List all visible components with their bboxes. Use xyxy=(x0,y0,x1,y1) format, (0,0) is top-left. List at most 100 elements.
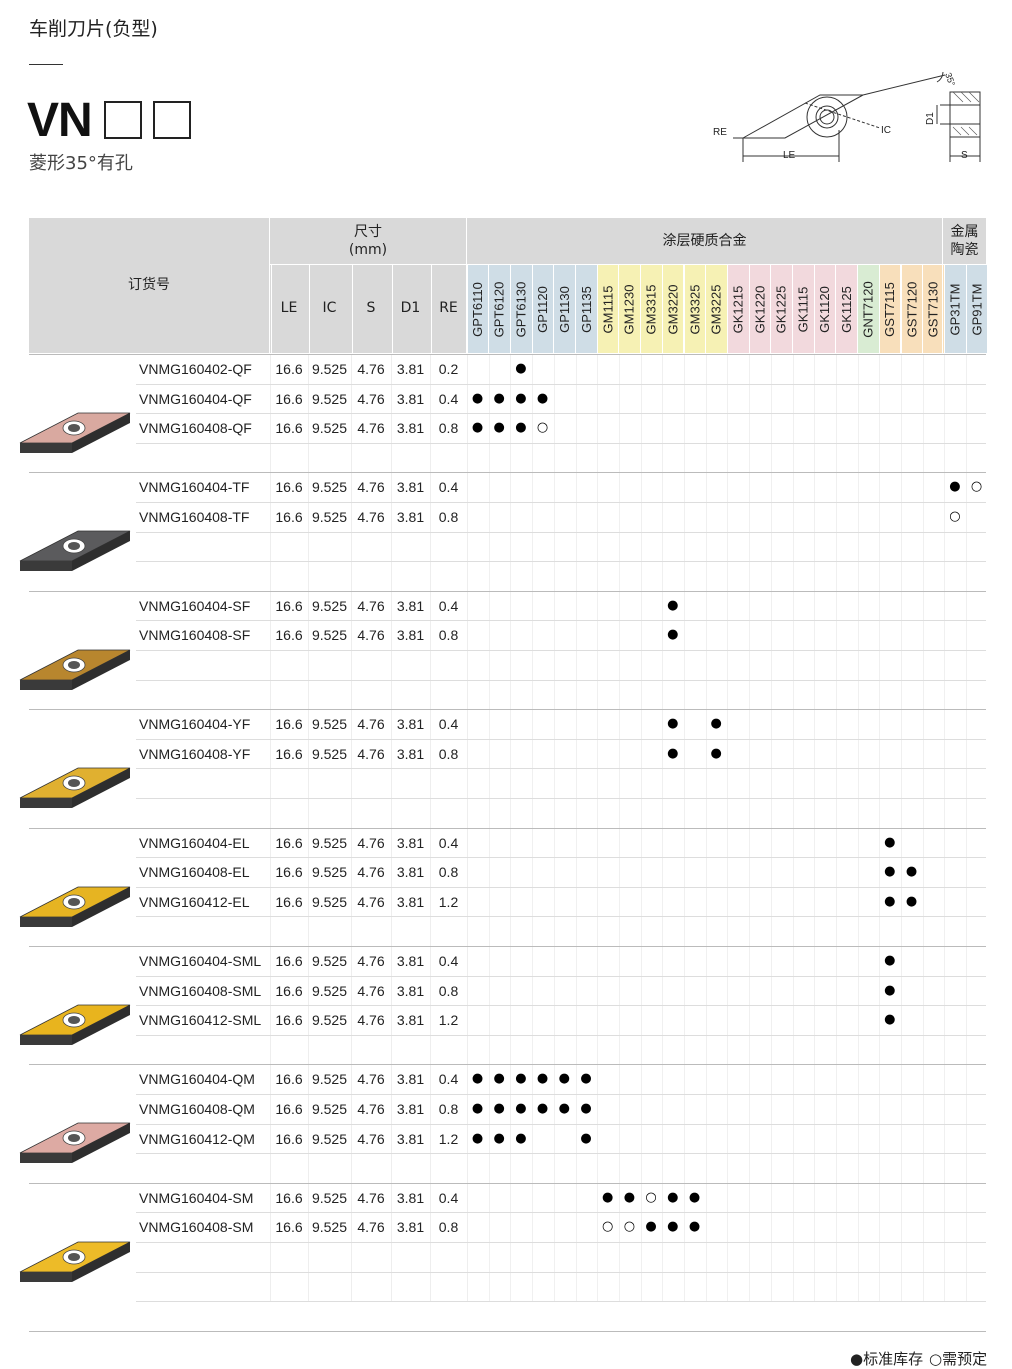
grade-rule-4-3-20 xyxy=(901,917,902,946)
stock-dot-icon: ● xyxy=(493,420,505,436)
grade-rule-0-0-5 xyxy=(575,355,577,384)
grade-label: GK1115 xyxy=(795,286,811,332)
grade-rule-3-0-7 xyxy=(618,710,620,739)
grade-rule-0-0-19 xyxy=(879,355,881,384)
grade-rule-0-2-20 xyxy=(901,414,902,443)
grade-rule-3-2-2 xyxy=(510,769,512,798)
grade-rule-2-0-19 xyxy=(879,591,881,621)
grade-rule-6-2-19 xyxy=(879,1124,881,1154)
col-rule-4-2-3 xyxy=(391,887,392,917)
grade-rule-7-0-10 xyxy=(684,1183,685,1213)
grade-rule-5-3-17 xyxy=(835,1035,837,1065)
grade-rule-7-2-5 xyxy=(575,1243,577,1272)
grade-rule-4-1-22 xyxy=(944,858,946,887)
grade-label: GPT6110 xyxy=(470,281,485,337)
grade-rule-1-2-13 xyxy=(749,532,751,562)
group-top-rule-5 xyxy=(29,946,986,947)
dim-re: 0.4 xyxy=(438,1189,459,1206)
grade-rule-0-2-2 xyxy=(510,414,512,443)
grade-rule-7-1-1 xyxy=(488,1213,490,1242)
grade-bg-gm3220 xyxy=(662,265,684,353)
grade-rule-1-2-16 xyxy=(814,532,816,562)
col-rule-6-0-2 xyxy=(351,1065,352,1094)
grade-rule-5-0-18 xyxy=(857,947,859,976)
order-circle-icon: ○ xyxy=(929,1350,943,1368)
grade-rule-2-1-3 xyxy=(532,621,534,650)
dim-le: 16.6 xyxy=(275,479,303,496)
grade-label: GPT6130 xyxy=(513,281,529,337)
col-rule-5-3-0 xyxy=(270,1035,271,1065)
grade-rule-6-0-3 xyxy=(532,1065,534,1094)
col-rule-6-0-4 xyxy=(430,1065,431,1094)
dim-d1: 3.81 xyxy=(396,509,425,525)
stock-dot-icon: ● xyxy=(688,1219,701,1235)
grade-rule-4-0-22 xyxy=(944,828,946,858)
grade-rule-0-2-21 xyxy=(922,414,924,443)
coated-header: 涂层硬质合金 xyxy=(662,233,747,249)
grade-rule-6-3-18 xyxy=(857,1154,859,1183)
grade-bg-gk1125 xyxy=(836,265,858,353)
dim-d1: 3.81 xyxy=(396,982,425,999)
grade-rule-0-1-11 xyxy=(705,384,707,414)
grade-rule-2-2-10 xyxy=(684,651,685,680)
grade-rule-1-0-12 xyxy=(727,473,729,502)
stock-dot-icon: ● xyxy=(558,1101,570,1116)
grade-rule-2-3-5 xyxy=(575,680,577,710)
grade-rule-2-0-17 xyxy=(835,591,837,621)
col-rule-2-1-0 xyxy=(270,621,271,650)
grade-rule-7-0-15 xyxy=(792,1183,794,1213)
grade-rule-4-3-23 xyxy=(966,917,968,946)
grade-rule-7-3-7 xyxy=(618,1272,620,1302)
dim-s: 4.76 xyxy=(357,982,385,999)
grade-rule-5-0-17 xyxy=(835,947,837,976)
col-rule-4-0-5 xyxy=(467,828,468,858)
grade-bg-gp1135 xyxy=(576,265,597,353)
grade-rule-7-3-4 xyxy=(553,1272,555,1302)
grade-rule-5-3-11 xyxy=(705,1035,707,1065)
grade-rule-0-0-12 xyxy=(727,355,729,384)
grade-rule-0-3-13 xyxy=(749,443,751,473)
grade-rule-5-2-6 xyxy=(597,1006,599,1035)
stock-dot-icon: ● xyxy=(471,1071,484,1087)
grade-rule-0-0-2 xyxy=(510,355,512,384)
grade-rule-2-0-6 xyxy=(597,591,599,621)
col-rule-4-1-0 xyxy=(270,858,271,887)
col-rule-2-2-5 xyxy=(467,651,468,680)
grade-rule-4-3-22 xyxy=(944,917,946,946)
dim-header-s: S xyxy=(366,300,376,316)
col-rule-7-2-2 xyxy=(351,1243,352,1272)
grade-rule-5-1-20 xyxy=(901,976,902,1006)
grade-rule-7-1-7 xyxy=(618,1213,620,1242)
grade-rule-3-2-5 xyxy=(575,769,577,798)
grade-rule-2-1-17 xyxy=(835,621,837,650)
grade-rule-3-0-20 xyxy=(901,710,902,739)
dim-le: 16.6 xyxy=(275,597,303,614)
grade-rule-1-1-19 xyxy=(879,503,881,532)
grade-rule-6-2-4 xyxy=(553,1124,555,1154)
grade-rule-0-2-8 xyxy=(640,414,642,443)
col-rule-7-0-5 xyxy=(467,1183,468,1213)
grade-rule-6-3-6 xyxy=(597,1154,599,1183)
grade-rule-1-2-2 xyxy=(510,532,512,562)
grade-rule-4-0-8 xyxy=(640,828,642,858)
grade-rule-3-0-15 xyxy=(792,710,794,739)
grade-rule-4-0-23 xyxy=(966,828,968,858)
grade-rule-6-2-8 xyxy=(640,1124,642,1154)
model-code: VN xyxy=(27,94,93,147)
dim-ic: 9.525 xyxy=(311,716,348,733)
row-rule-5-2 xyxy=(136,1005,986,1007)
order-code: VNMG160404-EL xyxy=(139,834,250,851)
grade-rule-1-1-8 xyxy=(640,503,642,532)
grade-rule-5-1-22 xyxy=(944,976,946,1006)
grade-rule-4-3-19 xyxy=(879,917,881,946)
col-rule-6-1-2 xyxy=(351,1095,352,1124)
col-rule-6-3-1 xyxy=(308,1154,309,1183)
col-rule-6-2-4 xyxy=(430,1124,431,1154)
grade-rule-3-0-9 xyxy=(662,710,664,739)
grade-rule-0-0-6 xyxy=(597,355,599,384)
grade-rule-1-0-19 xyxy=(879,473,881,502)
col-rule-4-3-3 xyxy=(391,917,392,946)
grade-rule-1-3-22 xyxy=(944,562,946,591)
col-rule-5-3-2 xyxy=(351,1035,352,1065)
group-top-rule-1 xyxy=(29,472,986,474)
